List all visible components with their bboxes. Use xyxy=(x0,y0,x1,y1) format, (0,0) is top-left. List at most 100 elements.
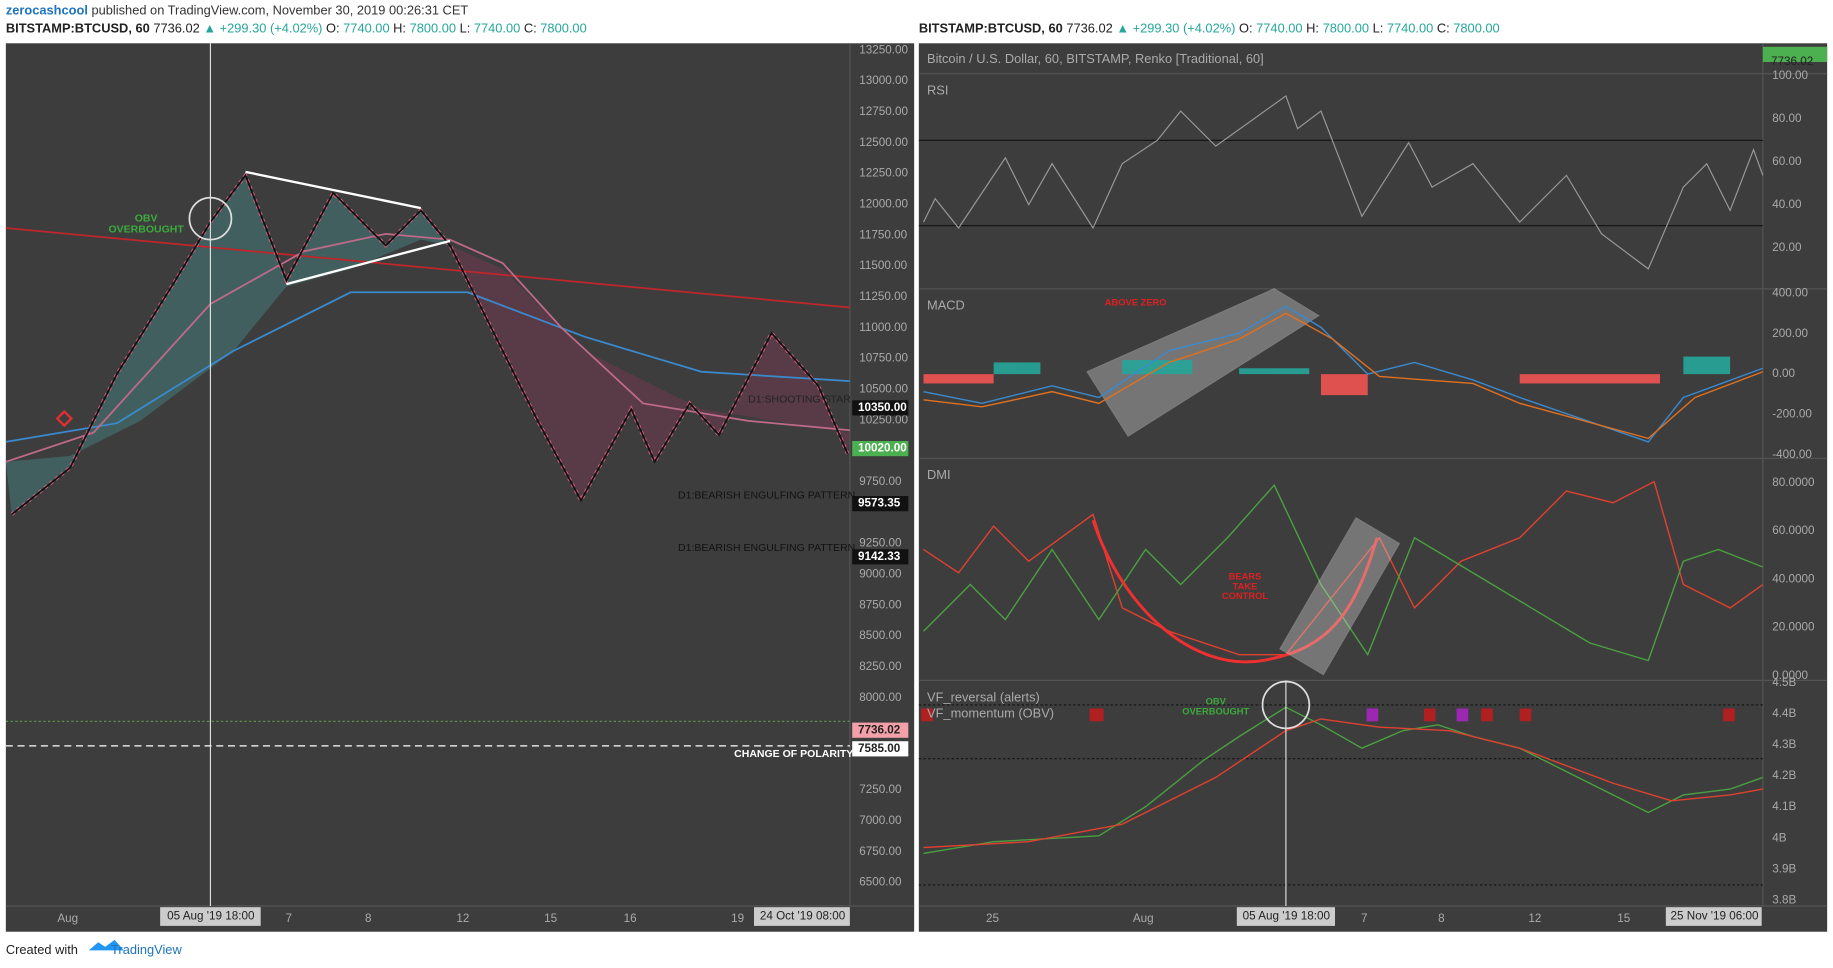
indicator-axis-label: 4.1B xyxy=(1772,800,1796,813)
text-part: 7740.00 xyxy=(474,21,524,36)
time-axis-label: 8 xyxy=(1438,912,1445,925)
price-axis-label: 8000.00 xyxy=(859,691,902,704)
indicator-axis-label: 3.9B xyxy=(1772,862,1796,875)
cursor-date: 05 Aug '19 18:00 xyxy=(167,910,255,923)
end-date: 25 Nov '19 06:00 xyxy=(1671,910,1760,923)
price-tag-bg xyxy=(852,722,909,738)
price-tag: 10350.00 xyxy=(858,401,907,414)
price-axis-label: 11750.00 xyxy=(859,228,907,241)
text-part: O: xyxy=(326,21,343,36)
price-axis-label: 10750.00 xyxy=(859,352,908,365)
price-axis-label: 6750.00 xyxy=(859,845,902,858)
pane-label: RSI xyxy=(927,83,948,98)
price-axis-label: 13000.00 xyxy=(859,74,908,87)
indicator-drawing xyxy=(918,94,1764,907)
annotation: D1:BEARISH ENGULFING PATTERN xyxy=(678,542,855,554)
indicator-axis-label: 4.4B xyxy=(1772,707,1796,720)
separators xyxy=(5,43,1828,907)
price-axis-label: 7000.00 xyxy=(859,814,902,827)
cursor-date-bg xyxy=(160,907,261,926)
text-part: H: xyxy=(1306,21,1322,36)
text-part: 7736.02 xyxy=(153,21,203,36)
price-axis-label: 9750.00 xyxy=(859,475,902,488)
time-axis-label: 12 xyxy=(456,912,469,925)
time-axis-label: 19 xyxy=(731,912,744,925)
annotation: D1:BEARISH ENGULFING PATTERN xyxy=(678,489,855,501)
text-part: 7740.00 xyxy=(1387,21,1437,36)
cursor-date: 05 Aug '19 18:00 xyxy=(1243,910,1331,923)
indicator-axis-label: 3.8B xyxy=(1772,893,1796,906)
indicator-axis-label: 0.0000 xyxy=(1772,669,1808,682)
indicator-axis-label: 0.00 xyxy=(1772,367,1795,380)
price-axis-label: 8750.00 xyxy=(859,598,902,611)
price-axis-label: 10250.00 xyxy=(859,413,908,426)
time-axis-label: Aug xyxy=(1133,912,1154,925)
annotation: D1:SHOOTING STAR xyxy=(748,394,851,406)
text-part: BITSTAMP:BTCUSD, 60 xyxy=(919,21,1066,36)
indicator-axis-label: 40.0000 xyxy=(1772,572,1815,585)
indicator-axis-label: 60.0000 xyxy=(1772,524,1815,537)
time-axis-label: 7 xyxy=(1361,912,1368,925)
price-axis-label: 11000.00 xyxy=(859,321,907,334)
indicator-axis-label: 200.00 xyxy=(1772,327,1808,340)
annotation: BEARS TAKE CONTROL xyxy=(1222,572,1268,602)
end-date-bg xyxy=(754,907,850,926)
indicator-axis-label: 80.0000 xyxy=(1772,476,1815,489)
end-date-bg xyxy=(1665,907,1762,926)
price-axis-label: 9250.00 xyxy=(859,537,902,550)
price-axis-label: 8250.00 xyxy=(859,660,902,673)
text-part: published on TradingView.com, November 3… xyxy=(92,3,469,18)
text-part: zerocashcool xyxy=(6,3,92,18)
text-line: CONTROL xyxy=(1222,592,1268,602)
price-axis-label: 9000.00 xyxy=(859,567,902,580)
text-line: BEARS xyxy=(1229,572,1262,582)
header: zerocashcool published on TradingView.co… xyxy=(6,3,469,18)
text-part: L: xyxy=(1373,21,1387,36)
text-part: 7740.00 xyxy=(1256,21,1306,36)
text-part: ▲ +299.30 (+4.02%) xyxy=(203,21,326,36)
indicator-axis-label: 20.0000 xyxy=(1772,621,1815,634)
indicator-axis-label: 20.00 xyxy=(1772,241,1802,254)
price-tag: 7585.00 xyxy=(858,742,901,755)
text-part: 7800.00 xyxy=(1453,21,1499,36)
indicator-axis-label: 4.5B xyxy=(1772,676,1796,689)
indicator-axis-label: -400.00 xyxy=(1772,448,1812,461)
price-axis-label: 11250.00 xyxy=(859,290,907,303)
top-tag-bg xyxy=(1762,46,1828,62)
annotation: ABOVE ZERO xyxy=(1105,297,1167,307)
price-axis-label: 8500.00 xyxy=(859,629,902,642)
text-line: OVERBOUGHT xyxy=(108,223,184,235)
text-line: OVERBOUGHT xyxy=(1182,707,1249,717)
top-tag: 7736.02 xyxy=(1771,55,1813,68)
time-axis-label: 8 xyxy=(365,912,372,925)
indicator-axis-label: 100.00 xyxy=(1772,69,1808,82)
symbol-line: BITSTAMP:BTCUSD, 60 7736.02 ▲ +299.30 (+… xyxy=(919,21,1500,36)
price-tag: 9142.33 xyxy=(858,550,901,563)
tradingview-logo xyxy=(88,939,124,951)
pane-label: MACD xyxy=(927,298,965,313)
price-tag-bg xyxy=(852,496,909,512)
price-drawing xyxy=(5,43,850,907)
footer-text: Created with xyxy=(6,942,78,957)
indicator-axis-label: 80.00 xyxy=(1772,112,1802,125)
indicator-axis-label: 60.00 xyxy=(1772,155,1802,168)
price-axis-label: 6500.00 xyxy=(859,876,902,889)
price-axis-label: 10500.00 xyxy=(859,382,908,395)
annotation: OBV OVERBOUGHT xyxy=(1182,697,1249,717)
pane-label: VF_momentum (OBV) xyxy=(927,706,1054,721)
symbol-line: BITSTAMP:BTCUSD, 60 7736.02 ▲ +299.30 (+… xyxy=(6,21,587,36)
text-part: 7800.00 xyxy=(540,21,586,36)
text-line: OBV xyxy=(135,212,158,224)
time-axis-label: 15 xyxy=(544,912,558,925)
text-part: BITSTAMP:BTCUSD, 60 xyxy=(6,21,153,36)
pane-label: VF_reversal (alerts) xyxy=(927,689,1040,704)
indicator-axis-label: -200.00 xyxy=(1772,408,1812,421)
time-axis-label: 25 xyxy=(986,912,1000,925)
annotation: OBV OVERBOUGHT xyxy=(108,212,184,235)
text-part: 7800.00 xyxy=(1323,21,1373,36)
price-tag: 10020.00 xyxy=(858,442,907,455)
text-part: C: xyxy=(1437,21,1453,36)
price-tag: 9573.35 xyxy=(858,497,901,510)
left-panel xyxy=(5,43,915,932)
